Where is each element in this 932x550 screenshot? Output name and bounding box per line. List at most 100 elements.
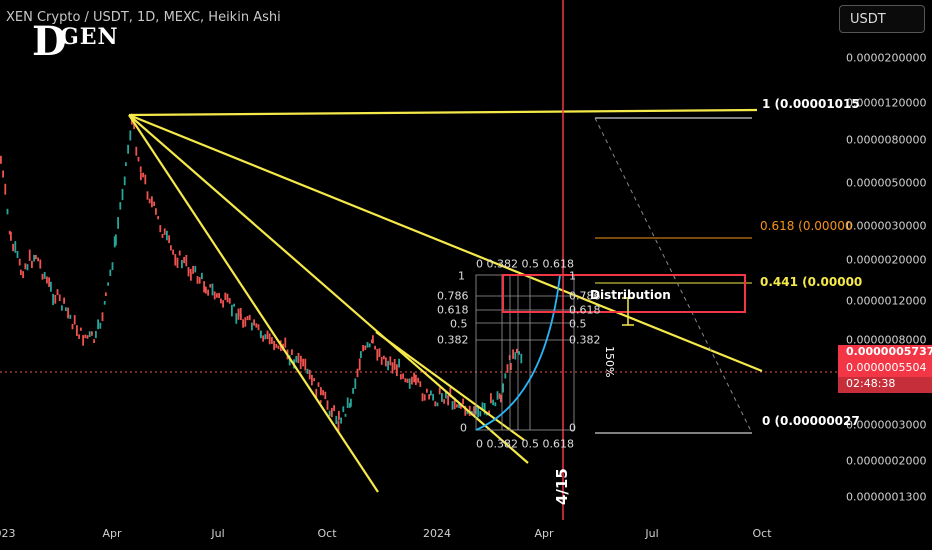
candle (326, 400, 329, 410)
fib-grid-right-level: 1 (569, 269, 576, 283)
candle (299, 363, 302, 370)
candle (391, 362, 394, 374)
candle (101, 312, 104, 322)
candle (438, 387, 441, 395)
candle (366, 342, 369, 348)
candle (342, 406, 345, 413)
price-axis[interactable]: 0.0000200000 0.0000120000 0.0000080000 0… (838, 40, 932, 520)
candle (512, 349, 514, 359)
candle (105, 292, 107, 296)
candle (142, 172, 144, 178)
candle (185, 255, 188, 267)
fib-trend-line (594, 117, 753, 434)
candle (421, 393, 424, 402)
candle (380, 357, 383, 365)
candle (189, 268, 192, 274)
currency-selector-button[interactable]: USDT (839, 5, 925, 33)
candle (462, 398, 464, 405)
candle (196, 276, 199, 284)
candle (31, 260, 33, 268)
candle (273, 340, 275, 351)
candle (91, 331, 93, 336)
price-tick: 0.0000020000 (846, 253, 927, 267)
candle (80, 327, 82, 331)
price-tick: 0.0000008000 (846, 333, 927, 347)
candle (456, 404, 458, 408)
candle (10, 231, 12, 241)
candle (504, 373, 507, 379)
candle (144, 174, 147, 185)
candle (313, 378, 315, 382)
candle (488, 410, 490, 416)
time-label: Jul (211, 527, 225, 540)
candle (411, 376, 413, 385)
candle (24, 263, 27, 270)
fib-level-0-label: 0 (0.00000027 (762, 414, 860, 428)
candle (374, 345, 376, 350)
candle (246, 316, 249, 321)
candle (311, 374, 313, 386)
fib-grid-right-level: 0.618 (569, 303, 601, 317)
time-label: Oct (317, 527, 337, 540)
candle (163, 228, 166, 235)
candle (192, 265, 194, 274)
candle (518, 351, 520, 355)
candle (18, 258, 21, 266)
candle (14, 241, 17, 253)
candle (159, 225, 162, 233)
candle (213, 291, 216, 300)
price-tick: 0.0000030000 (846, 219, 927, 233)
fan-line-1 (128, 113, 763, 373)
candle (233, 303, 235, 307)
price-tick: 0.0000002000 (846, 454, 927, 468)
candle (33, 254, 35, 262)
candle (203, 281, 205, 293)
candle (242, 319, 244, 328)
candle (315, 388, 318, 398)
fib-level-0618-label: 0.618 (0.00000 (760, 219, 853, 233)
distribution-box (502, 274, 746, 313)
candle (181, 260, 183, 269)
candles (0, 113, 523, 432)
candle (338, 410, 340, 420)
fib-level-0441-label: 0.441 (0.00000 (760, 275, 863, 289)
candle (121, 188, 124, 201)
candle (244, 317, 247, 327)
candle (266, 330, 269, 340)
candle (396, 364, 398, 377)
candle (358, 358, 361, 371)
candle (226, 293, 229, 303)
candle (117, 217, 119, 229)
chart-title: XEN Crypto / USDT, 1D, MEXC, Heikin Ashi (6, 10, 281, 25)
price-tick: 0.0000003000 (846, 418, 927, 432)
current-price-tag: 0.0000005737 (838, 345, 932, 361)
candle (39, 259, 42, 269)
candle (502, 383, 504, 393)
candle (279, 340, 282, 344)
candle (426, 388, 428, 393)
candle (284, 337, 287, 348)
candle (151, 196, 153, 208)
candle (95, 330, 97, 339)
candle (155, 208, 157, 215)
candle (125, 162, 127, 166)
candle (73, 315, 76, 325)
candle (506, 364, 509, 373)
candle (26, 264, 29, 271)
candle (494, 402, 497, 407)
secondary-price-tag: 0.0000005504 (838, 361, 932, 377)
candle (6, 208, 9, 215)
fib-grid (475, 274, 575, 431)
candle (248, 314, 251, 321)
candle (510, 363, 512, 370)
candle (255, 323, 258, 328)
candle (423, 394, 426, 401)
candle (458, 401, 460, 408)
candle (492, 399, 494, 406)
candle (43, 272, 46, 279)
candle (146, 191, 149, 200)
candle (350, 398, 352, 407)
candle (473, 406, 475, 416)
